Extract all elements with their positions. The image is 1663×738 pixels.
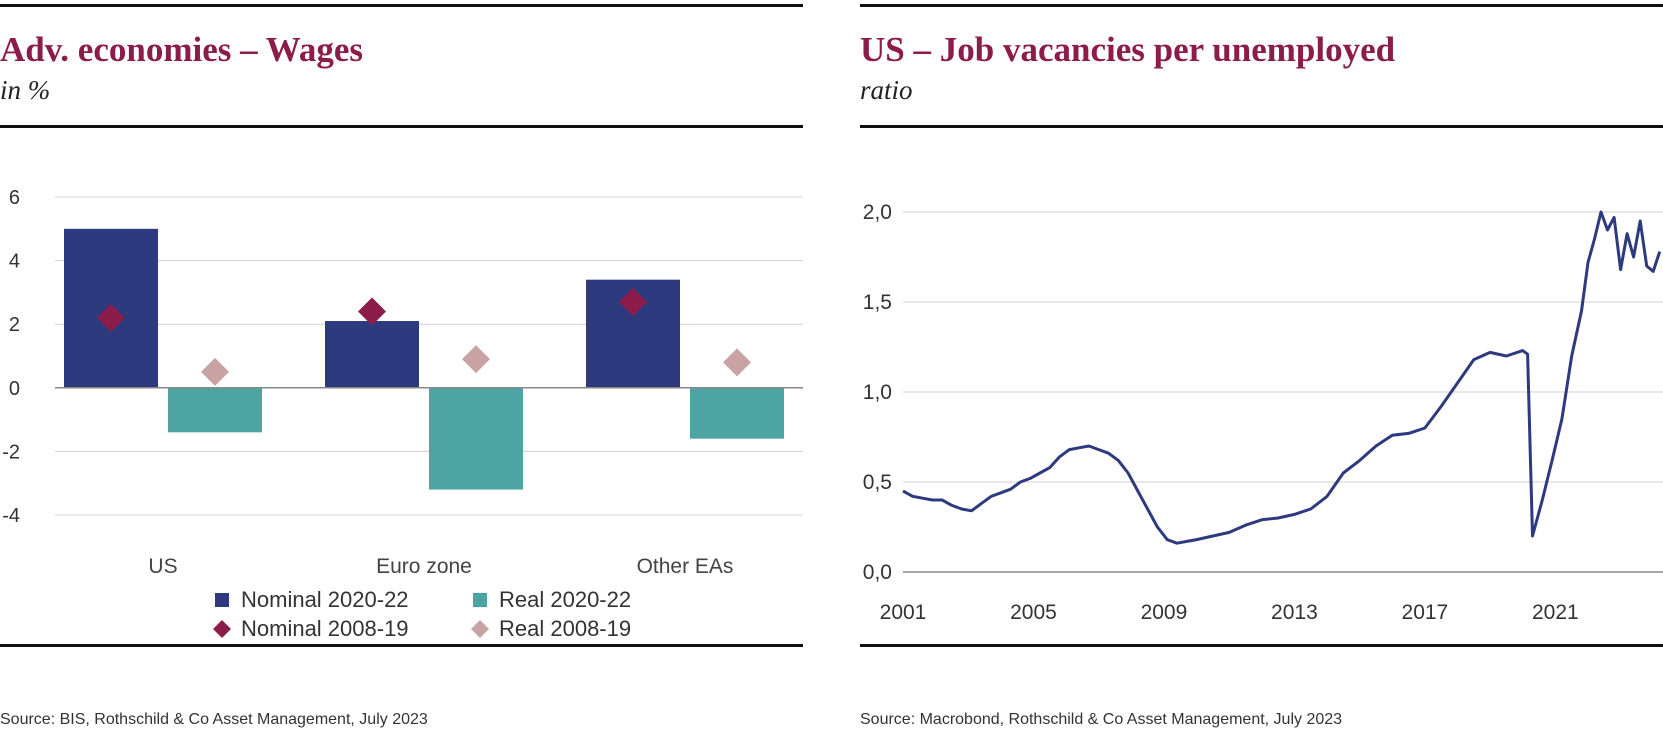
y-tick-label: 2: [9, 314, 20, 336]
vacancies-line-chart: 0,0 0,5 1,0 1,5 2,0 2001 2005 2009 2013 2017 2021: [863, 201, 1663, 624]
wages-bar-chart: -4 -2 0 2 4 6 US Euro zone Other EAs Nominal 2020…: [2, 187, 803, 641]
legend-swatch: [215, 593, 229, 607]
bar-real-2020-22: [168, 387, 262, 433]
y-tick-label: 0: [9, 378, 20, 400]
chart-title: US – Job vacancies per unemployed: [860, 30, 1396, 69]
bar-real-2020-22: [690, 387, 784, 439]
source-note: Source: BIS, Rothschild & Co Asset Manag…: [0, 711, 428, 728]
chart-title: Adv. economies – Wages: [0, 30, 363, 69]
marker-nominal-2008-19: [619, 287, 647, 316]
x-category-label: Other EAs: [637, 555, 734, 578]
x-tick-label: 2013: [1271, 601, 1318, 624]
legend-label: Real 2008-19: [499, 616, 631, 641]
y-tick-label: 0,5: [863, 471, 892, 494]
chart-subtitle: ratio: [860, 75, 913, 105]
x-tick-label: 2005: [1010, 601, 1057, 624]
bar-real-2020-22: [429, 387, 523, 490]
marker-real-2008-19: [723, 348, 751, 377]
marker-nominal-2008-19: [358, 297, 386, 326]
marker-real-2008-19: [462, 345, 490, 374]
footer-rule: [0, 644, 803, 647]
chart-subtitle: in %: [0, 75, 51, 105]
vacancies-chart-panel: US – Job vacancies per unemployed ratio …: [860, 0, 1663, 738]
x-tick-label: 2021: [1532, 601, 1579, 624]
y-tick-label: 0,0: [863, 561, 892, 584]
source-note: Source: Macrobond, Rothschild & Co Asset…: [860, 711, 1343, 728]
y-tick-label: 6: [9, 187, 20, 209]
legend-label: Nominal 2020-22: [241, 587, 409, 612]
top-rule: [0, 4, 803, 7]
x-tick-label: 2009: [1141, 601, 1188, 624]
legend-swatch: [213, 620, 231, 638]
footer-rule: [860, 644, 1663, 647]
marker-nominal-2008-19: [97, 303, 125, 332]
legend-swatch: [471, 620, 489, 638]
x-tick-label: 2017: [1402, 601, 1449, 624]
series-line: [902, 210, 1662, 545]
bar-nominal-2020-22: [325, 321, 419, 388]
legend-label: Real 2020-22: [499, 587, 631, 612]
y-tick-label: 1,0: [863, 381, 892, 404]
y-tick-label: 4: [9, 251, 20, 273]
x-tick-label: 2001: [880, 601, 927, 624]
y-tick-label: 1,5: [863, 291, 892, 314]
y-tick-label: 2,0: [863, 201, 892, 224]
legend-label: Nominal 2008-19: [241, 616, 409, 641]
x-category-label: US: [148, 555, 177, 578]
wages-chart-panel: Adv. economies – Wages in % -4 -2 0 2 4 6 US Eu…: [0, 0, 803, 738]
header-rule: [0, 125, 803, 128]
top-rule: [860, 4, 1663, 7]
legend-swatch: [473, 593, 487, 607]
header-rule: [860, 125, 1663, 128]
x-category-label: Euro zone: [376, 555, 472, 578]
y-tick-label: -4: [2, 505, 20, 527]
marker-real-2008-19: [201, 357, 229, 386]
y-tick-label: -2: [2, 441, 20, 463]
